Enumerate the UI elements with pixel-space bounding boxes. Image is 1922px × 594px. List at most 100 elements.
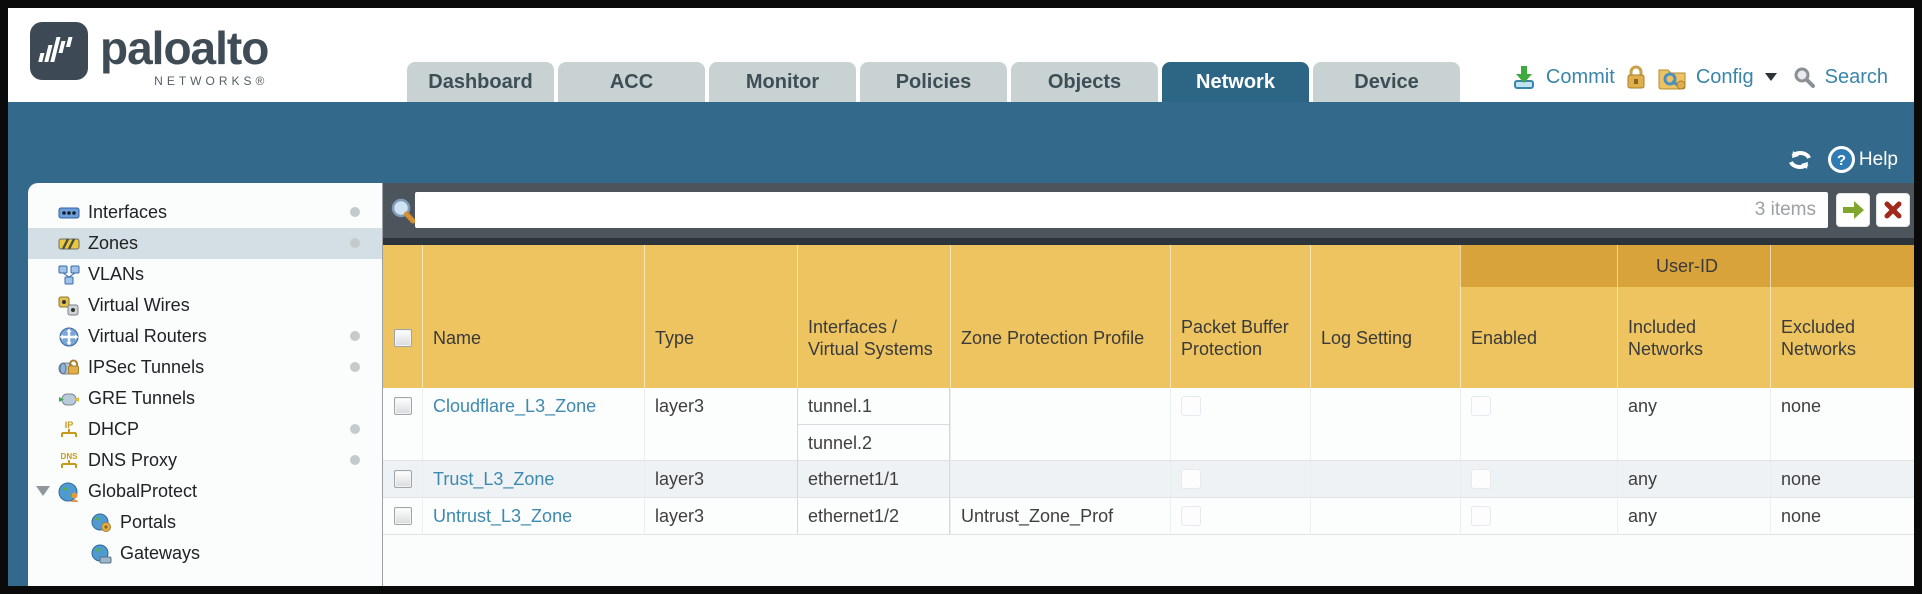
zone-protection-profile-cell: Untrust_Zone_Prof <box>950 498 1170 534</box>
main-panel: 3 items User-ID Name <box>383 183 1914 586</box>
column-header-included-networks[interactable]: Included Networks <box>1617 245 1770 388</box>
svg-text:?: ? <box>1837 152 1846 169</box>
user-id-enabled-checkbox[interactable] <box>1471 469 1491 489</box>
sidebar-item-label: GRE Tunnels <box>88 388 196 408</box>
svg-text:DNS: DNS <box>61 452 79 461</box>
main-nav-tabs: Dashboard ACC Monitor Policies Objects Networ… <box>407 62 1460 102</box>
tab-objects[interactable]: Objects <box>1011 62 1158 102</box>
sidebar-item-virtual-routers[interactable]: Virtual Routers <box>28 321 382 352</box>
tab-dashboard[interactable]: Dashboard <box>407 62 554 102</box>
refresh-icon[interactable] <box>1786 147 1814 173</box>
select-all-checkbox[interactable] <box>393 328 412 347</box>
column-header-packet-buffer-protection[interactable]: Packet Buffer Protection <box>1170 245 1310 388</box>
user-id-enabled-checkbox[interactable] <box>1471 506 1491 526</box>
tab-device[interactable]: Device <box>1313 62 1460 102</box>
sidebar-item-label: Virtual Routers <box>88 326 207 346</box>
top-actions: Commit Config <box>1511 64 1888 90</box>
config-menu[interactable]: Config <box>1695 65 1754 88</box>
column-header-name[interactable]: Name <box>422 245 644 388</box>
zone-type-cell: layer3 <box>644 388 797 460</box>
log-setting-cell <box>1310 498 1460 534</box>
sidebar-item-label: Virtual Wires <box>88 295 190 315</box>
sidebar-item-globalprotect[interactable]: GlobalProtect <box>28 476 382 507</box>
vlans-icon <box>58 265 80 285</box>
column-header-interfaces-virtual-systems[interactable]: Interfaces / Virtual Systems <box>797 245 950 388</box>
packet-buffer-protection-checkbox[interactable] <box>1181 469 1201 489</box>
zones-table-body: Cloudflare_L3_Zone layer3 tunnel.1 tunnel.2… <box>383 388 1914 535</box>
packet-buffer-protection-checkbox[interactable] <box>1181 396 1201 416</box>
excluded-networks-cell: none <box>1770 498 1914 534</box>
sidebar-item-portals[interactable]: Portals <box>28 507 382 538</box>
sidebar-item-interfaces[interactable]: Interfaces <box>28 197 382 228</box>
row-checkbox[interactable] <box>393 507 412 525</box>
tab-monitor[interactable]: Monitor <box>709 62 856 102</box>
sidebar-item-zones[interactable]: Zones <box>28 228 382 259</box>
sidebar-item-vlans[interactable]: VLANs <box>28 259 382 290</box>
row-select-cell <box>383 461 422 497</box>
row-select-cell <box>383 388 422 460</box>
dns-proxy-icon: DNS <box>58 451 80 471</box>
packet-buffer-protection-cell <box>1170 498 1310 534</box>
svg-text:IP: IP <box>65 420 74 430</box>
zone-protection-profile-cell <box>950 388 1170 460</box>
log-setting-cell <box>1310 461 1460 497</box>
clear-filter-button[interactable] <box>1876 193 1910 227</box>
panos-app-window: paloalto NETWORKS® Dashboard ACC Monitor Po… <box>8 8 1914 586</box>
zone-name-cell: Trust_L3_Zone <box>422 461 644 497</box>
user-id-enabled-cell <box>1460 461 1617 497</box>
column-header-excluded-networks[interactable]: Excluded Networks <box>1770 245 1914 388</box>
commit-icon[interactable] <box>1511 64 1537 90</box>
lock-icon[interactable] <box>1624 64 1648 90</box>
row-checkbox[interactable] <box>393 470 412 488</box>
filter-input[interactable] <box>415 192 1828 228</box>
help-button[interactable]: ? Help <box>1827 146 1898 173</box>
sidebar-item-label: Interfaces <box>88 202 168 222</box>
sidebar-item-label: Portals <box>120 512 177 532</box>
user-id-enabled-cell <box>1460 388 1617 460</box>
included-networks-cell: any <box>1617 498 1770 534</box>
filter-input-wrap: 3 items <box>415 192 1828 228</box>
search-button[interactable]: Search <box>1824 65 1888 88</box>
search-icon[interactable] <box>1792 65 1816 89</box>
row-checkbox[interactable] <box>393 397 412 415</box>
sidebar-item-dhcp[interactable]: IP DHCP <box>28 414 382 445</box>
column-header-type[interactable]: Type <box>644 245 797 388</box>
zone-name-link[interactable]: Cloudflare_L3_Zone <box>433 396 597 416</box>
gre-tunnels-icon <box>58 389 80 409</box>
zone-name-link[interactable]: Untrust_L3_Zone <box>433 506 573 526</box>
sidebar-item-dns-proxy[interactable]: DNS DNS Proxy <box>28 445 382 476</box>
column-header-zone-protection-profile[interactable]: Zone Protection Profile <box>950 245 1170 388</box>
column-header-log-setting[interactable]: Log Setting <box>1310 245 1460 388</box>
tab-acc[interactable]: ACC <box>558 62 705 102</box>
config-icon[interactable] <box>1657 64 1687 90</box>
expand-triangle-icon[interactable] <box>36 486 50 496</box>
config-caret-icon[interactable] <box>1764 73 1777 81</box>
sidebar-item-virtual-wires[interactable]: Virtual Wires <box>28 290 382 321</box>
header-select-all-cell <box>383 245 422 388</box>
zone-type-cell: layer3 <box>644 461 797 497</box>
sidebar-item-dot <box>350 238 360 248</box>
sidebar-item-label: Zones <box>88 233 139 253</box>
top-bar: paloalto NETWORKS® Dashboard ACC Monitor Po… <box>8 8 1914 102</box>
interface-value: tunnel.2 <box>798 424 949 460</box>
user-id-group-header: User-ID <box>1460 245 1914 287</box>
excluded-networks-cell: none <box>1770 461 1914 497</box>
network-sidebar: Interfaces Zones VLANs Virtual Wires Virtual… <box>28 183 383 586</box>
commit-button[interactable]: Commit <box>1545 65 1615 88</box>
tab-policies[interactable]: Policies <box>860 62 1007 102</box>
packet-buffer-protection-checkbox[interactable] <box>1181 506 1201 526</box>
interfaces-cell: ethernet1/1 <box>797 461 950 497</box>
sidebar-item-gateways[interactable]: Gateways <box>28 538 382 569</box>
log-setting-cell <box>1310 388 1460 460</box>
user-id-enabled-checkbox[interactable] <box>1471 396 1491 416</box>
portals-icon <box>90 513 112 533</box>
sidebar-item-ipsec-tunnels[interactable]: IPSec Tunnels <box>28 352 382 383</box>
tab-network[interactable]: Network <box>1162 62 1309 102</box>
zone-name-link[interactable]: Trust_L3_Zone <box>433 469 555 489</box>
sidebar-item-gre-tunnels[interactable]: GRE Tunnels <box>28 383 382 414</box>
sidebar-item-dot <box>350 424 360 434</box>
column-header-enabled[interactable]: Enabled <box>1460 245 1617 388</box>
apply-filter-button[interactable] <box>1836 193 1870 227</box>
globalprotect-icon <box>58 482 80 502</box>
help-icon: ? <box>1827 146 1855 173</box>
